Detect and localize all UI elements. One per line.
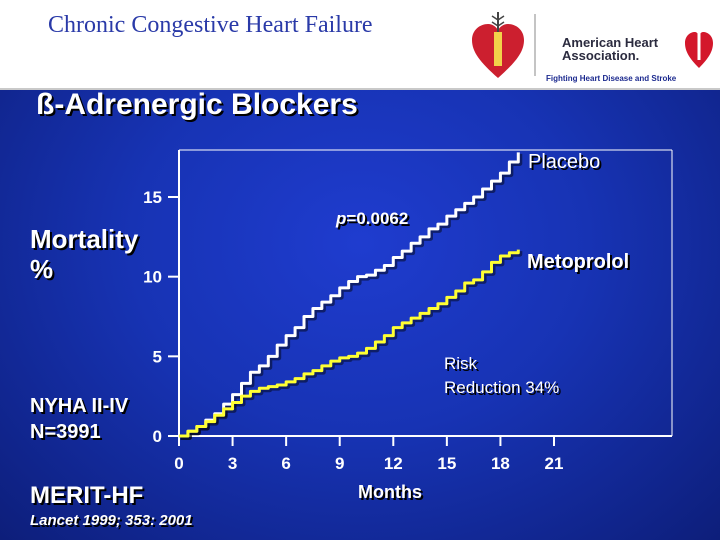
aha-heart-torch-icon bbox=[685, 24, 713, 68]
x-tick-label: 3 bbox=[228, 454, 237, 473]
logo-divider bbox=[534, 14, 536, 76]
slide-title: ß-Adrenergic Blockers bbox=[36, 88, 358, 121]
legend-placebo: Placebo bbox=[528, 151, 601, 173]
citation: Lancet 1999; 353: 2001 bbox=[30, 512, 193, 529]
y-tick-label: 15 bbox=[143, 188, 162, 207]
x-tick-label: 18 bbox=[491, 454, 510, 473]
series-line-placebo bbox=[179, 152, 520, 438]
legend-metoprolol: Metoprolol bbox=[527, 251, 630, 273]
trial-name: MERIT-HF bbox=[30, 482, 144, 509]
x-tick-label: 9 bbox=[335, 454, 344, 473]
x-axis-label: Months bbox=[358, 482, 422, 502]
x-tick-label: 12 bbox=[384, 454, 403, 473]
y-axis-label: Mortality % bbox=[30, 224, 139, 284]
org-tagline: Fighting Heart Disease and Stroke bbox=[546, 74, 677, 83]
header-title: Chronic Congestive Heart Failure bbox=[48, 12, 373, 38]
risk-reduction-annotation: Risk Reduction 34% bbox=[444, 354, 560, 397]
y-tick-label: 5 bbox=[153, 347, 162, 366]
series-line-metoprolol bbox=[179, 249, 520, 438]
x-tick-label: 0 bbox=[174, 454, 183, 473]
chart-series bbox=[179, 152, 523, 440]
x-tick-label: 6 bbox=[281, 454, 290, 473]
org-name: American Heart Association. bbox=[562, 35, 659, 63]
y-tick-label: 0 bbox=[153, 427, 162, 446]
x-tick-label: 15 bbox=[437, 454, 456, 473]
p-value-annotation: p=0.0062 bbox=[336, 209, 409, 228]
population-note: NYHA II-IV N=3991 bbox=[30, 395, 129, 443]
chart-axes: 0 5 10 15 0 3 6 9 12 15 18 21 bbox=[143, 149, 673, 473]
header-bar: Chronic Congestive Heart Failure America… bbox=[0, 0, 720, 90]
y-tick-label: 10 bbox=[143, 268, 162, 287]
heart-emblem-icon bbox=[472, 12, 524, 78]
x-tick-label: 21 bbox=[545, 454, 564, 473]
